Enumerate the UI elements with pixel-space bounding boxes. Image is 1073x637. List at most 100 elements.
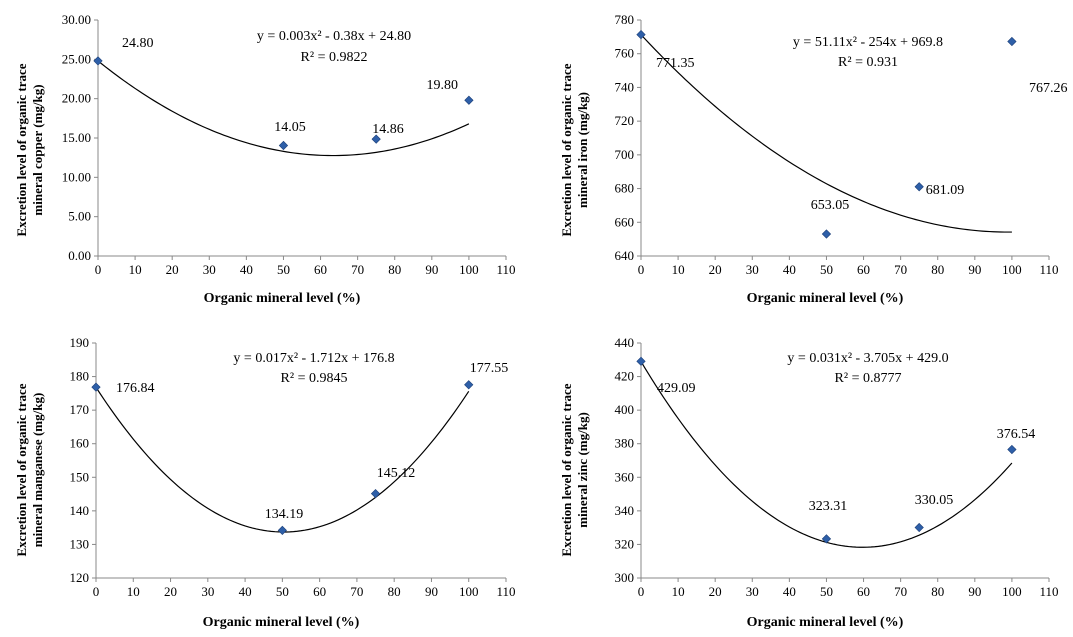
y-axis-title-line: mineral iron (mg/kg): [575, 92, 590, 208]
y-tick-label: 300: [615, 570, 635, 585]
chart-panel-1: 0.00 5.00 10.00 15.00 20.00 25.00 30.00 0 10 20 30…: [14, 12, 516, 306]
chart-panel-2: 640 660 680 700 720 740 760 780 0 10 20 30 40 50 60 70 8…: [559, 12, 1068, 306]
x-tick-label: 90: [968, 584, 981, 599]
y-tick-label: 140: [70, 503, 90, 518]
x-tick-label: 20: [709, 262, 722, 277]
trendline-equation: y = 0.031x² - 3.705x + 429.0: [787, 351, 948, 366]
data-point: [1007, 36, 1017, 47]
x-tick-label: 60: [857, 584, 870, 599]
x-tick-label: 30: [203, 262, 216, 277]
x-tick-label: 110: [1039, 262, 1058, 277]
x-tick-label: 80: [931, 584, 944, 599]
chart-panel-3: 120 130 140 150 160 170 180 190 0 10 20 30 40 50 60 70 8…: [14, 335, 516, 630]
x-tick-label: 90: [968, 262, 981, 277]
data-label: 145.12: [377, 466, 416, 481]
x-tick-label: 20: [164, 584, 177, 599]
x-tick-label: 90: [425, 584, 438, 599]
x-axis-title: Organic mineral level (%): [747, 615, 904, 630]
x-tick-label: 90: [425, 262, 438, 277]
data-point: [91, 382, 101, 392]
y-tick-label: 5.00: [68, 209, 91, 224]
x-tick-label: 50: [820, 584, 833, 599]
y-tick-label: 660: [615, 214, 635, 229]
y-tick-label: 760: [615, 46, 635, 61]
x-tick-label: 40: [240, 262, 253, 277]
y-tick-label: 20.00: [62, 91, 91, 106]
y-tick-label: 420: [615, 369, 635, 384]
y-tick-label: 190: [70, 335, 90, 350]
y-axis-title: Excretion level of organic tracemineral …: [559, 383, 590, 556]
data-label: 177.55: [470, 361, 509, 376]
x-tick-label: 50: [276, 584, 289, 599]
y-tick-label: 440: [615, 335, 635, 350]
data-label: 376.54: [997, 427, 1036, 442]
trendline-equation: y = 0.003x² - 0.38x + 24.80: [257, 29, 411, 44]
x-tick-label: 60: [313, 584, 326, 599]
y-tick-label: 170: [70, 402, 90, 417]
y-axis-title-line: Excretion level of organic trace: [14, 383, 29, 556]
data-label: 330.05: [915, 493, 954, 508]
trendline-curve: [640, 361, 1013, 548]
x-tick-label: 100: [1002, 584, 1022, 599]
data-point: [464, 380, 474, 390]
y-tick-label: 10.00: [62, 169, 91, 184]
x-tick-label: 0: [95, 262, 102, 277]
y-axis-title-line: Excretion level of organic trace: [559, 383, 574, 556]
x-axis-title: Organic mineral level (%): [204, 291, 361, 306]
y-tick-label: 150: [70, 469, 90, 484]
data-point: [914, 522, 924, 533]
x-tick-label: 60: [314, 262, 327, 277]
y-tick-label: 0.00: [68, 248, 91, 263]
y-tick-label: 160: [70, 436, 90, 451]
x-tick-label: 40: [783, 584, 796, 599]
data-point: [1007, 444, 1017, 455]
y-tick-label: 320: [615, 536, 635, 551]
x-tick-label: 80: [388, 584, 401, 599]
x-tick-label: 30: [201, 584, 214, 599]
data-point: [914, 182, 924, 192]
data-point: [371, 134, 381, 144]
x-tick-label: 10: [672, 584, 685, 599]
data-point: [821, 534, 832, 544]
y-axis-title-line: mineral zinc (mg/kg): [575, 412, 590, 528]
chart-panel-4: 300 320 340 360 380 400 420 440 0 10 20 30 40 50 60 70 8…: [559, 335, 1059, 630]
y-tick-label: 780: [615, 12, 635, 27]
x-tick-label: 10: [672, 262, 685, 277]
r-squared-label: R² = 0.931: [838, 55, 898, 70]
data-point: [93, 56, 103, 66]
r-squared-label: R² = 0.8777: [835, 371, 902, 386]
data-label: 429.09: [657, 381, 696, 396]
y-axis-title-line: Excretion level of organic trace: [559, 63, 574, 236]
data-label: 771.35: [656, 56, 695, 71]
x-tick-label: 30: [746, 584, 759, 599]
x-tick-label: 110: [1039, 584, 1058, 599]
x-axis-title: Organic mineral level (%): [203, 615, 360, 630]
y-tick-label: 340: [615, 503, 635, 518]
y-axis-title: Excretion level of organic tracemineral …: [559, 63, 590, 236]
x-tick-label: 100: [459, 584, 479, 599]
x-tick-label: 20: [709, 584, 722, 599]
y-tick-label: 130: [70, 536, 90, 551]
data-point: [278, 140, 289, 151]
x-tick-label: 110: [496, 262, 515, 277]
x-tick-label: 100: [459, 262, 479, 277]
trendline-curve: [640, 34, 1012, 233]
y-tick-label: 120: [70, 570, 90, 585]
y-tick-label: 30.00: [62, 12, 91, 27]
data-label: 19.80: [427, 78, 459, 93]
data-point: [370, 489, 381, 499]
data-label: 653.05: [811, 198, 850, 213]
x-tick-label: 0: [638, 262, 645, 277]
trendline-curve: [97, 60, 470, 157]
y-axis-title-line: Excretion level of organic trace: [14, 63, 29, 236]
x-tick-label: 10: [129, 262, 142, 277]
trendline-equation: y = 0.017x² - 1.712x + 176.8: [233, 351, 394, 366]
data-label: 767.26: [1029, 81, 1068, 96]
y-tick-label: 380: [615, 436, 635, 451]
y-tick-label: 25.00: [62, 51, 91, 66]
r-squared-label: R² = 0.9845: [281, 371, 348, 386]
data-label: 14.86: [372, 122, 404, 137]
x-tick-label: 40: [783, 262, 796, 277]
